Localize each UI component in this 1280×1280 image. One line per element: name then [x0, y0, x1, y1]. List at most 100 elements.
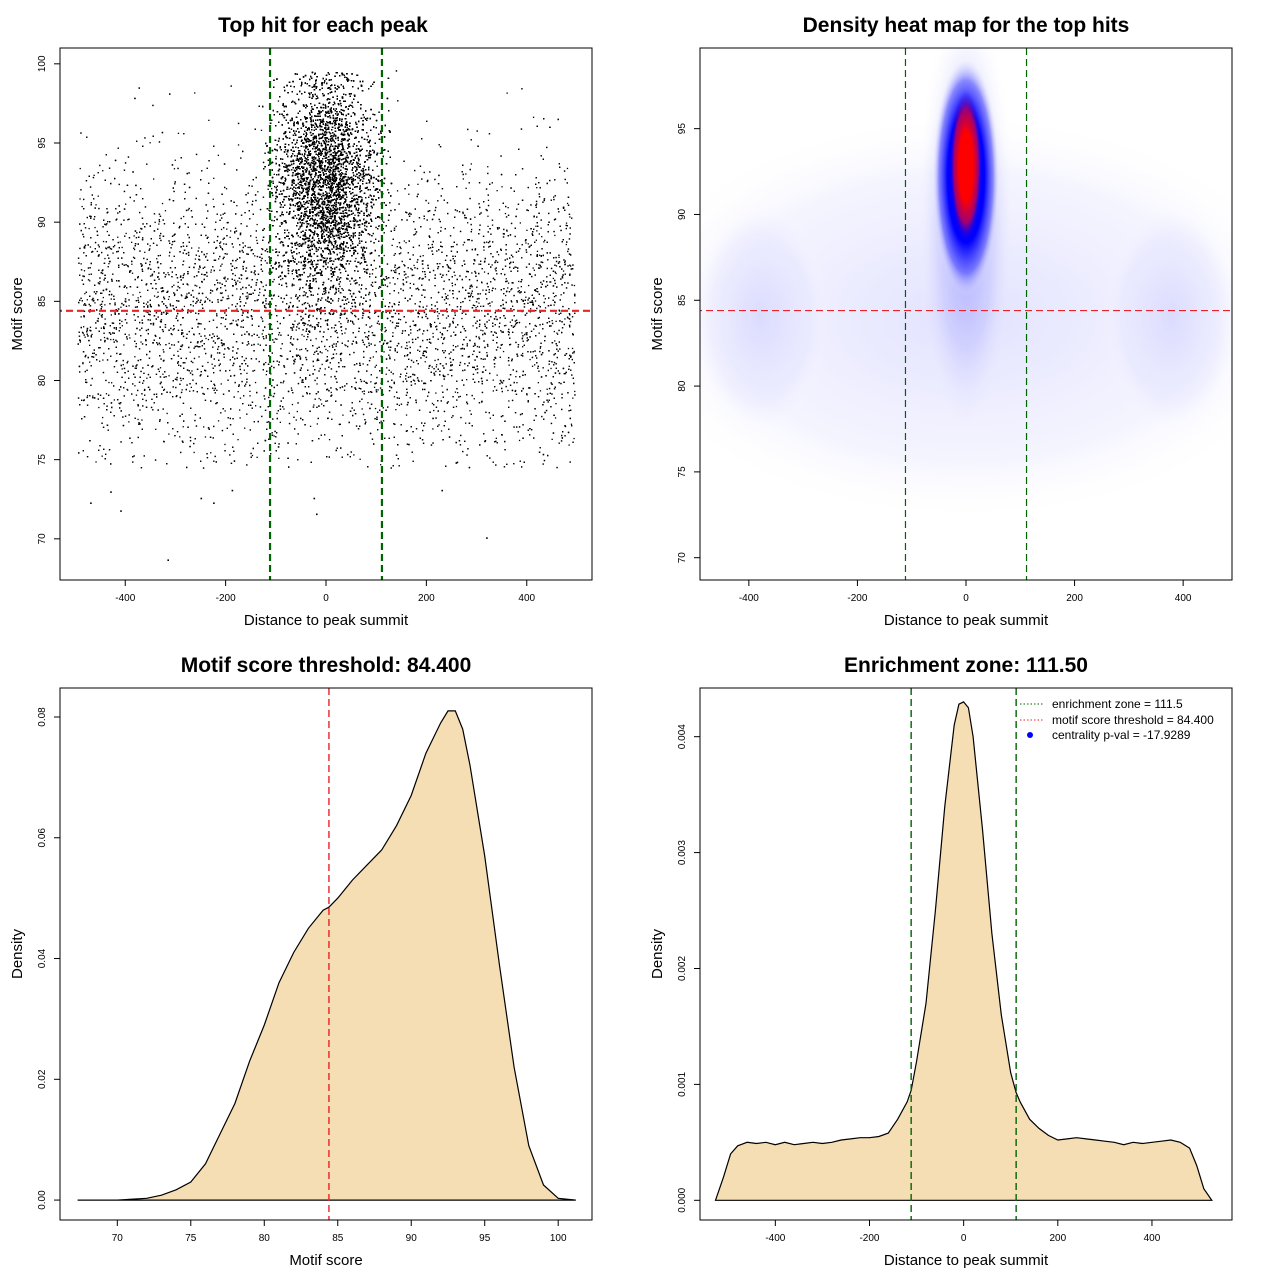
scatter-point [535, 225, 537, 227]
scatter-point [194, 258, 197, 260]
scatter-point [554, 234, 556, 237]
scatter-point [534, 300, 537, 302]
scatter-point [318, 397, 320, 400]
scatter-point [149, 245, 151, 247]
scatter-point [321, 363, 323, 366]
scatter-point [474, 305, 476, 307]
scatter-point [106, 230, 108, 233]
scatter-point [350, 308, 352, 310]
scatter-point [235, 320, 237, 322]
scatter-point [389, 282, 391, 284]
scatter-point [180, 294, 182, 296]
scatter-point [536, 187, 538, 189]
scatter-point [261, 248, 263, 250]
scatter-point [389, 356, 391, 358]
scatter-point [566, 202, 569, 205]
scatter-point [311, 243, 313, 245]
scatter-point [422, 267, 424, 270]
scatter-point [265, 303, 267, 305]
scatter-point [408, 193, 410, 195]
scatter-point [132, 256, 135, 258]
scatter-point [465, 336, 467, 338]
scatter-point [189, 351, 191, 353]
scatter-point [454, 391, 457, 393]
scatter-point [425, 351, 427, 353]
scatter-point [527, 243, 529, 245]
scatter-point [539, 390, 542, 392]
scatter-point [566, 167, 569, 170]
scatter-point [522, 352, 524, 355]
scatter-point [236, 205, 238, 207]
scatter-point [293, 338, 295, 340]
scatter-point [525, 296, 527, 298]
scatter-point [487, 225, 489, 227]
scatter-point [462, 178, 464, 180]
scatter-point [134, 385, 136, 387]
scatter-point [321, 352, 323, 354]
scatter-point [89, 344, 91, 346]
scatter-point [507, 282, 510, 284]
scatter-point [507, 389, 509, 392]
scatter-point [555, 403, 557, 405]
scatter-point [217, 420, 220, 422]
scatter-point [291, 273, 293, 275]
scatter-point [127, 389, 129, 391]
scatter-point [166, 412, 168, 415]
scatter-point [168, 433, 170, 435]
scatter-point [439, 331, 441, 334]
scatter-point [155, 428, 157, 430]
scatter-point [149, 142, 151, 144]
scatter-point [157, 304, 160, 306]
scatter-point [565, 224, 567, 226]
scatter-point [81, 331, 84, 333]
scatter-point [99, 360, 101, 362]
scatter-point [154, 221, 156, 223]
scatter-point [223, 243, 225, 245]
scatter-point [481, 310, 483, 312]
scatter-point [521, 332, 523, 334]
scatter-point [220, 214, 222, 216]
scatter-point [378, 111, 380, 113]
scatter-point [567, 347, 570, 350]
scatter-point [262, 285, 264, 288]
scatter-point [565, 222, 568, 224]
scatter-point [222, 249, 224, 251]
scatter-point [508, 364, 510, 366]
scatter-point [303, 187, 305, 189]
scatter-point [562, 270, 565, 272]
scatter-point [505, 294, 507, 297]
scatter-point [345, 345, 347, 347]
scatter-point [327, 298, 329, 300]
scatter-point [304, 294, 306, 296]
scatter-point [82, 363, 84, 365]
scatter-point [491, 264, 493, 266]
scatter-point [86, 299, 88, 301]
scatter-point [422, 333, 424, 335]
scatter-point [158, 223, 160, 225]
scatter-point [487, 199, 490, 201]
scatter-point [511, 301, 513, 303]
scatter-point [555, 320, 557, 322]
scatter-point [380, 464, 382, 466]
scatter-point [304, 323, 307, 325]
scatter-point [427, 244, 429, 246]
scatter-point [79, 341, 81, 343]
scatter-point [394, 303, 396, 306]
scatter-point [347, 223, 350, 225]
scatter-point [221, 263, 223, 265]
scatter-point [543, 241, 545, 243]
scatter-point [312, 206, 314, 209]
scatter-point [392, 332, 394, 334]
scatter-point [507, 287, 509, 289]
scatter-point [444, 293, 447, 295]
scatter-point [538, 304, 540, 307]
scatter-point [220, 323, 222, 325]
scatter-point [225, 188, 228, 190]
scatter-point [355, 296, 357, 298]
scatter-point [94, 302, 96, 304]
scatter-point [442, 375, 445, 378]
scatter-point [516, 382, 518, 384]
scatter-point [489, 417, 491, 419]
scatter-point [518, 439, 521, 442]
scatter-point [474, 216, 476, 218]
